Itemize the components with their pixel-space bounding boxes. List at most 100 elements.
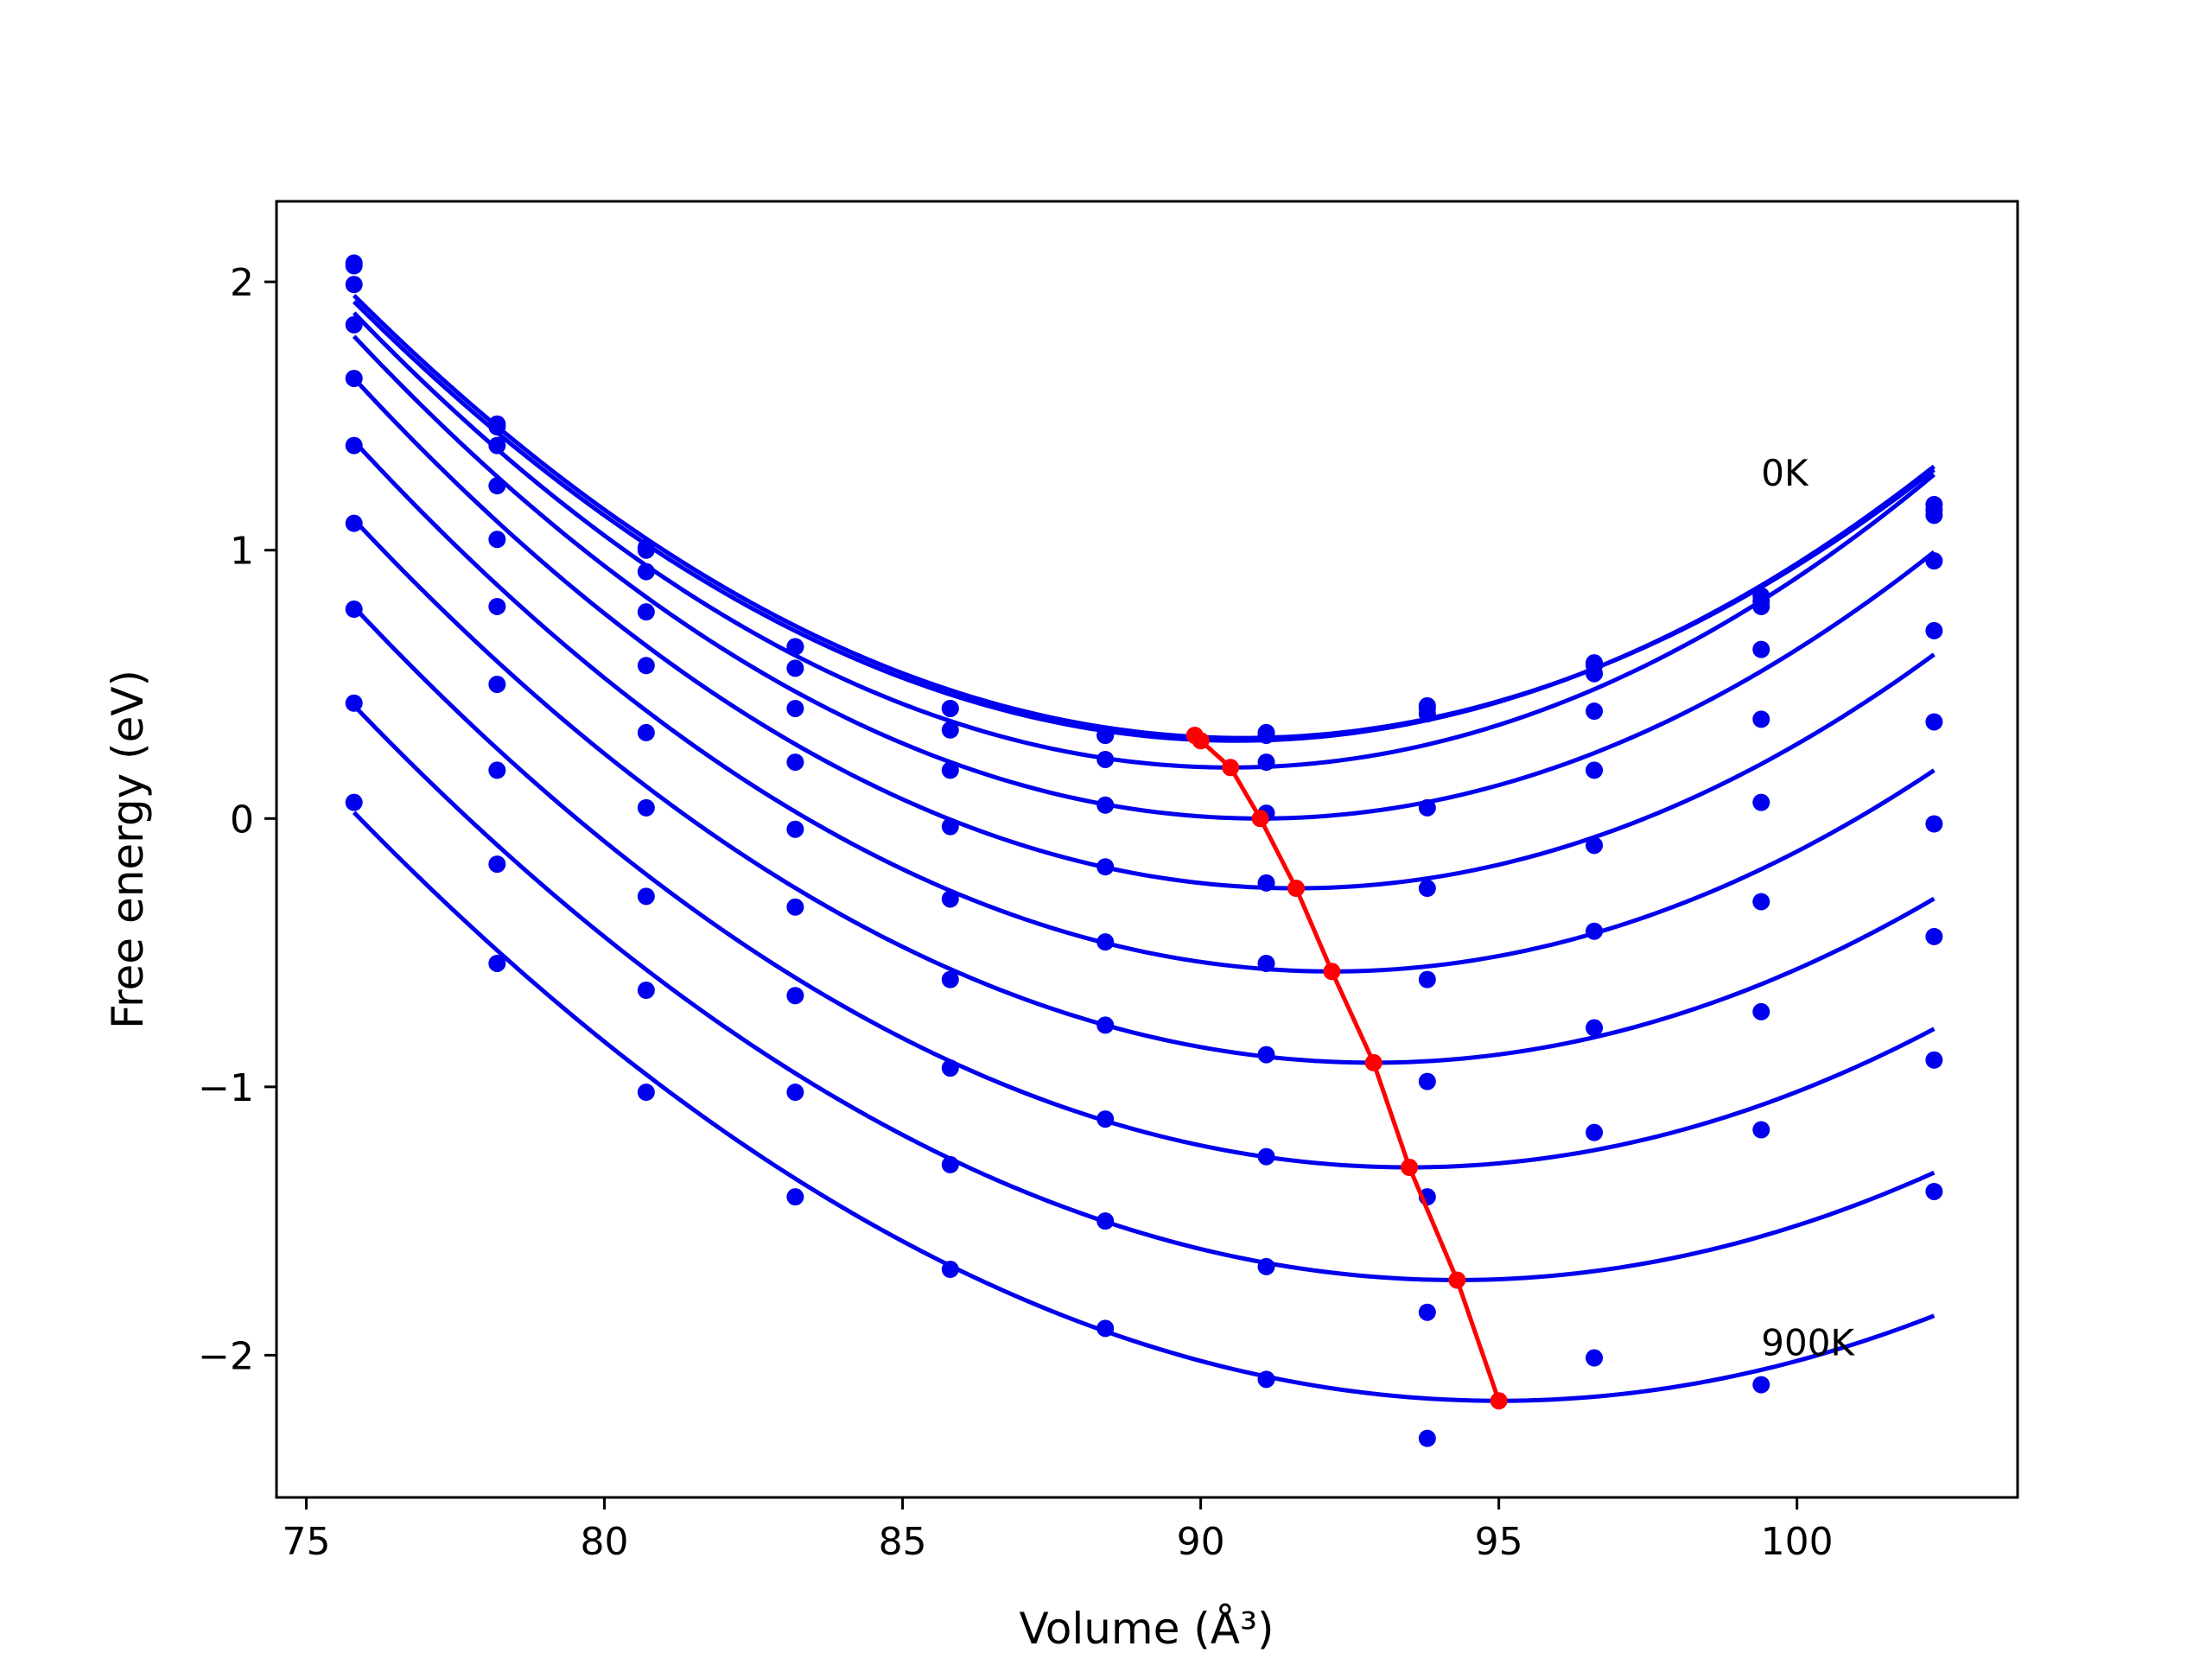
data-point (1925, 713, 1943, 731)
data-point (1257, 1046, 1275, 1064)
minimum-point (1251, 810, 1269, 828)
data-point (1752, 793, 1770, 811)
data-point (1418, 880, 1436, 898)
data-point (1586, 1123, 1604, 1141)
plot-content (345, 254, 1943, 1447)
data-point (1925, 552, 1943, 570)
data-point (1096, 1319, 1115, 1338)
data-point (941, 1059, 959, 1077)
data-point (1418, 798, 1436, 817)
data-point (1752, 1121, 1770, 1139)
data-point (941, 761, 959, 779)
data-point (488, 954, 506, 972)
data-point (1586, 836, 1604, 855)
data-point (1257, 727, 1275, 745)
data-point (1418, 1429, 1436, 1447)
data-point (1586, 922, 1604, 940)
data-point (488, 676, 506, 694)
minimum-point (1490, 1392, 1508, 1410)
fit-curve (352, 518, 1936, 1065)
data-point (941, 721, 959, 739)
data-point (345, 276, 363, 294)
data-point (345, 257, 363, 275)
data-point (488, 597, 506, 615)
data-point (1418, 970, 1436, 988)
data-point (488, 417, 506, 435)
data-point (1096, 796, 1115, 814)
data-point (637, 563, 655, 581)
data-point (637, 657, 655, 675)
minimum-point (1287, 880, 1306, 898)
data-point (345, 315, 363, 334)
data-point (637, 723, 655, 741)
minimum-point (1401, 1159, 1419, 1177)
data-point (1925, 621, 1943, 639)
data-point (941, 817, 959, 836)
data-point (488, 531, 506, 549)
minimum-point (1364, 1053, 1382, 1071)
minimum-point (1192, 732, 1210, 750)
data-point (786, 987, 804, 1005)
x-tick-label: 100 (1761, 1520, 1834, 1564)
data-point (1925, 506, 1943, 524)
data-point (941, 1261, 959, 1279)
data-point (345, 793, 363, 811)
x-tick-label: 95 (1475, 1520, 1523, 1564)
data-point (941, 1155, 959, 1173)
data-point (1096, 1212, 1115, 1230)
data-point (1752, 710, 1770, 728)
data-point (786, 638, 804, 656)
axis-ticks: 75 80 85 90 95 100 2 1 0 −1 −2 (198, 261, 1834, 1564)
x-tick-label: 90 (1177, 1520, 1225, 1564)
data-point (1752, 1002, 1770, 1020)
data-point (1586, 1019, 1604, 1037)
data-point (1096, 1110, 1115, 1128)
data-point (637, 603, 655, 621)
fit-curve (352, 605, 1936, 1170)
y-axis-label: Free energy (eV) (103, 670, 153, 1029)
data-point (1257, 1147, 1275, 1166)
minima-line (1193, 734, 1502, 1402)
data-point (1418, 1072, 1436, 1090)
data-point (1586, 702, 1604, 721)
x-tick-label: 85 (879, 1520, 927, 1564)
curve-annotation: 0K (1761, 452, 1809, 494)
y-tick-label: −1 (198, 1066, 254, 1110)
data-point (1257, 753, 1275, 772)
data-point (1418, 1303, 1436, 1321)
minimum-point (1323, 963, 1341, 981)
data-point (1096, 933, 1115, 951)
data-point (345, 694, 363, 712)
fit-curve (352, 810, 1936, 1403)
fit-curve (352, 300, 1936, 743)
data-point (1257, 1370, 1275, 1389)
data-point (1418, 705, 1436, 723)
data-point (637, 982, 655, 1000)
data-point (1925, 1051, 1943, 1069)
data-point (637, 1084, 655, 1102)
data-point (345, 601, 363, 619)
y-tick-label: 1 (230, 530, 254, 574)
data-point (345, 514, 363, 532)
data-point (1752, 1376, 1770, 1394)
annotations: 0K 900K (1761, 452, 1855, 1363)
fit-curve (352, 703, 1936, 1282)
data-point (1257, 954, 1275, 972)
x-axis-label: Volume (Å³) (1019, 1604, 1274, 1654)
data-point (786, 1084, 804, 1102)
data-point (941, 890, 959, 908)
data-point (941, 699, 959, 717)
data-point (1096, 727, 1115, 745)
data-point (488, 855, 506, 874)
data-point (1257, 1257, 1275, 1275)
data-point (345, 436, 363, 454)
axes-frame (275, 200, 2019, 1499)
data-point (786, 898, 804, 916)
data-point (786, 753, 804, 772)
data-point (1586, 664, 1604, 683)
data-point (786, 1188, 804, 1206)
data-point (488, 477, 506, 495)
data-point (488, 761, 506, 779)
